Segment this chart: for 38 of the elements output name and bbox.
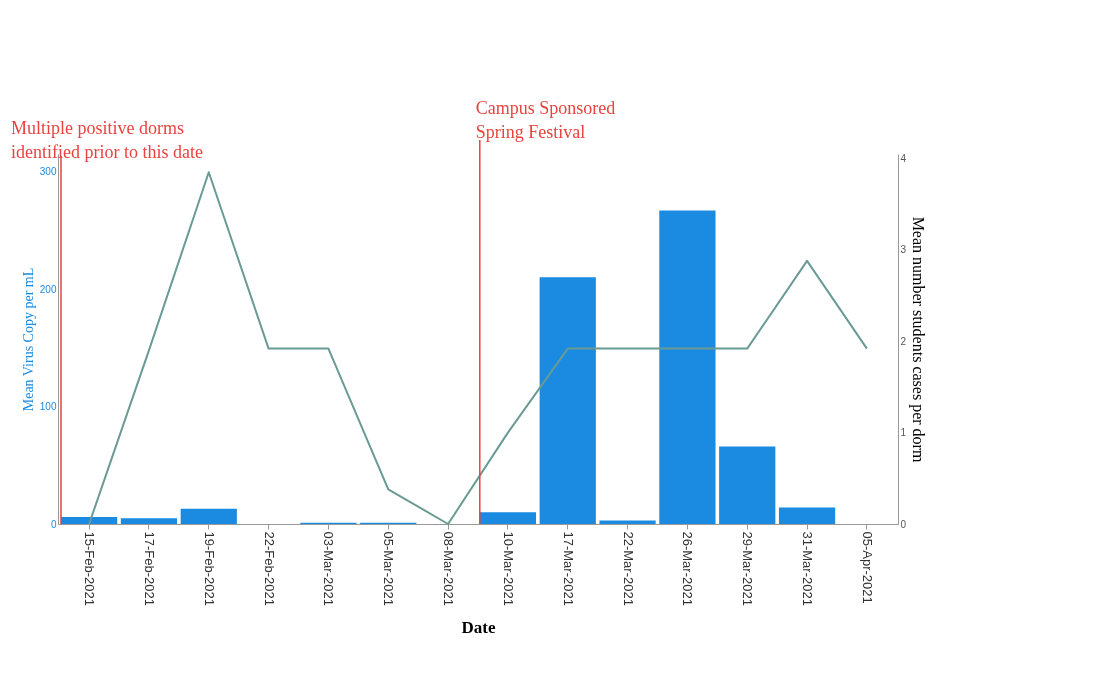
bar (479, 512, 537, 524)
y2-tick-label: 3 (900, 244, 907, 256)
x-tick-label: 15-Feb-2021 (82, 531, 98, 606)
bar (539, 277, 596, 524)
y2-tick-label: 2 (900, 335, 907, 347)
x-axis-title: Date (461, 617, 496, 637)
y2-tick-label: 4 (900, 153, 907, 165)
bar (180, 508, 237, 524)
x-tick-label: 05-Mar-2021 (381, 531, 397, 606)
ref-line-label: Campus Sponsored Spring Festival (475, 98, 616, 142)
y2-axis-title: Mean number students cases per dorm (909, 216, 928, 463)
bar (659, 210, 716, 524)
bar (120, 518, 178, 524)
y2-tick-label: 1 (900, 427, 907, 439)
x-tick-label: 03-Mar-2021 (321, 531, 337, 606)
bar (719, 446, 776, 524)
bar (599, 520, 656, 524)
x-tick-label: 22-Feb-2021 (261, 531, 277, 606)
x-tick-label: 19-Feb-2021 (201, 531, 217, 606)
x-tick-label: 22-Mar-2021 (620, 531, 636, 606)
x-tick-label: 31-Mar-2021 (800, 531, 816, 606)
bar (60, 516, 118, 524)
ref-line-label: Multiple positive dorms identified prior to this date (10, 118, 203, 162)
x-tick-label: 10-Mar-2021 (500, 531, 516, 606)
y2-tick-label: 0 (900, 518, 907, 530)
y-tick-label: 200 (39, 283, 57, 295)
x-tick-label: 17-Mar-2021 (560, 531, 576, 606)
bar (778, 507, 836, 524)
y-tick-label: 0 (50, 518, 57, 530)
y-tick-label: 300 (39, 166, 57, 178)
y-tick-label: 100 (39, 401, 57, 413)
x-tick-label: 26-Mar-2021 (680, 531, 696, 606)
x-tick-label: 05-Apr-2021 (859, 531, 875, 604)
y-axis-title: Mean Virus Copy per mL (20, 267, 36, 412)
x-tick-label: 08-Mar-2021 (441, 531, 457, 606)
x-tick-label: 17-Feb-2021 (141, 531, 157, 606)
x-tick-label: 29-Mar-2021 (740, 531, 756, 606)
line-series (88, 171, 868, 525)
